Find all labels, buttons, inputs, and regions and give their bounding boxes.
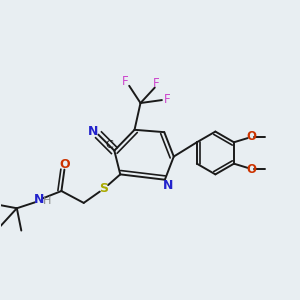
Text: N: N [34,194,44,206]
Text: H: H [43,196,52,206]
Text: F: F [122,75,129,88]
Text: O: O [246,163,256,176]
Text: C: C [106,140,113,150]
Text: O: O [60,158,70,171]
Text: S: S [99,182,108,195]
Text: N: N [163,178,174,192]
Text: O: O [246,130,256,143]
Text: F: F [164,93,171,106]
Text: N: N [88,125,98,138]
Text: F: F [153,76,160,90]
